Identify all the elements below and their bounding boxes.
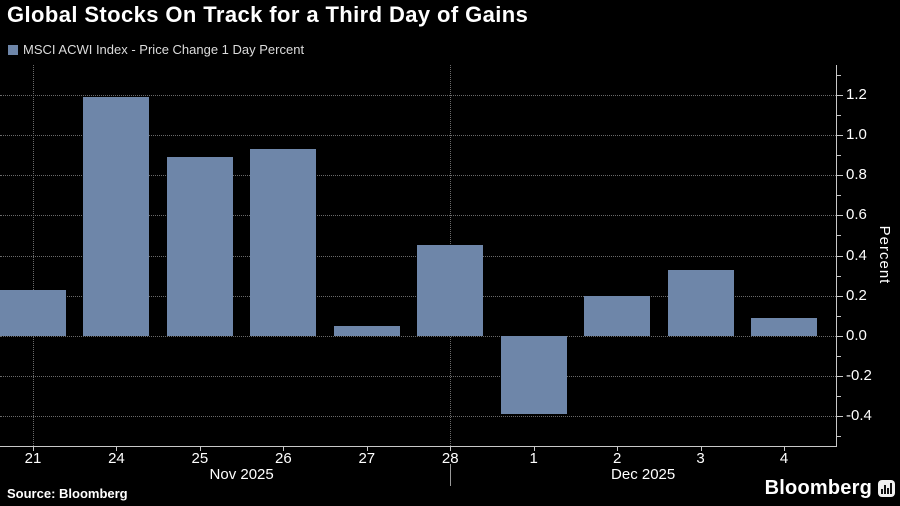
x-tick-label: 28 xyxy=(441,450,459,467)
y-tick-label: 1.2 xyxy=(846,86,867,104)
y-minor-tick xyxy=(837,275,841,277)
chart-title: Global Stocks On Track for a Third Day o… xyxy=(7,2,529,27)
y-minor-tick xyxy=(837,435,841,437)
y-minor-tick xyxy=(837,75,841,77)
x-tick-label: 21 xyxy=(24,450,42,467)
x-tick xyxy=(199,447,201,451)
y-major-tick xyxy=(837,255,843,257)
y-tick-label: 1.0 xyxy=(846,126,867,144)
x-tick-label: 26 xyxy=(275,450,292,467)
month-label: Dec 2025 xyxy=(611,466,676,483)
month-separator xyxy=(450,464,452,486)
x-tick xyxy=(366,447,368,451)
y-minor-tick xyxy=(837,395,841,397)
bar-25 xyxy=(166,157,233,336)
y-minor-tick xyxy=(837,115,841,117)
h-gridline xyxy=(0,175,836,177)
x-tick-label: 4 xyxy=(779,450,789,467)
x-tick xyxy=(700,447,702,451)
h-gridline xyxy=(0,335,836,337)
bloomberg-logo: Bloomberg xyxy=(765,477,895,500)
x-axis-line xyxy=(0,446,837,447)
bar-21 xyxy=(0,289,66,336)
h-gridline xyxy=(0,135,836,137)
bar-26 xyxy=(250,149,317,336)
x-tick-label: 24 xyxy=(108,450,125,467)
x-tick xyxy=(784,447,786,451)
y-axis-line xyxy=(836,65,837,447)
y-minor-tick xyxy=(837,155,841,157)
h-gridline xyxy=(0,375,836,377)
bar-27 xyxy=(333,325,400,336)
bar-4 xyxy=(751,317,818,336)
y-tick-label: -0.2 xyxy=(846,366,872,384)
bloomberg-logo-text: Bloomberg xyxy=(764,477,872,499)
x-tick-label: 25 xyxy=(191,450,209,467)
x-tick xyxy=(533,447,535,451)
y-tick-label: 0.0 xyxy=(846,326,867,344)
y-major-tick xyxy=(837,95,843,97)
bar-24 xyxy=(83,97,150,336)
y-major-tick xyxy=(837,415,843,417)
x-tick xyxy=(617,447,619,451)
x-tick xyxy=(450,447,452,451)
y-major-tick xyxy=(837,135,843,137)
x-tick-label: 2 xyxy=(612,450,622,467)
x-tick-label: 1 xyxy=(529,450,538,467)
y-major-tick xyxy=(837,335,843,337)
x-tick-label: 3 xyxy=(696,450,705,467)
v-gridline xyxy=(33,65,34,446)
y-minor-tick xyxy=(837,315,841,317)
bar-2 xyxy=(584,295,651,336)
source-note: Source: Bloomberg xyxy=(7,486,128,501)
month-label: Nov 2025 xyxy=(209,466,274,483)
y-tick-label: 0.8 xyxy=(846,166,867,184)
y-minor-tick xyxy=(837,235,841,237)
legend-swatch xyxy=(8,44,18,55)
y-major-tick xyxy=(837,175,843,177)
y-major-tick xyxy=(837,375,843,377)
bloomberg-chart-icon xyxy=(878,480,895,497)
legend-label: MSCI ACWI Index - Price Change 1 Day Per… xyxy=(23,42,305,57)
h-gridline xyxy=(0,215,836,217)
x-tick-label: 27 xyxy=(358,450,376,467)
y-tick-label: 0.4 xyxy=(846,246,867,264)
bar-3 xyxy=(667,269,734,336)
y-major-tick xyxy=(837,215,843,217)
bar-28 xyxy=(417,245,484,336)
bar-1 xyxy=(500,335,567,414)
y-tick-label: 0.2 xyxy=(846,286,867,304)
x-tick xyxy=(33,447,34,451)
y-major-tick xyxy=(837,295,843,297)
x-tick xyxy=(283,447,285,451)
h-gridline xyxy=(0,415,836,417)
y-tick-label: -0.4 xyxy=(846,406,872,424)
y-minor-tick xyxy=(837,355,841,357)
y-minor-tick xyxy=(837,195,841,197)
h-gridline xyxy=(0,95,836,97)
legend: MSCI ACWI Index - Price Change 1 Day Per… xyxy=(8,42,304,57)
y-tick-label: 0.6 xyxy=(846,206,867,224)
y-axis-title: Percent xyxy=(876,225,893,285)
x-tick xyxy=(116,447,118,451)
